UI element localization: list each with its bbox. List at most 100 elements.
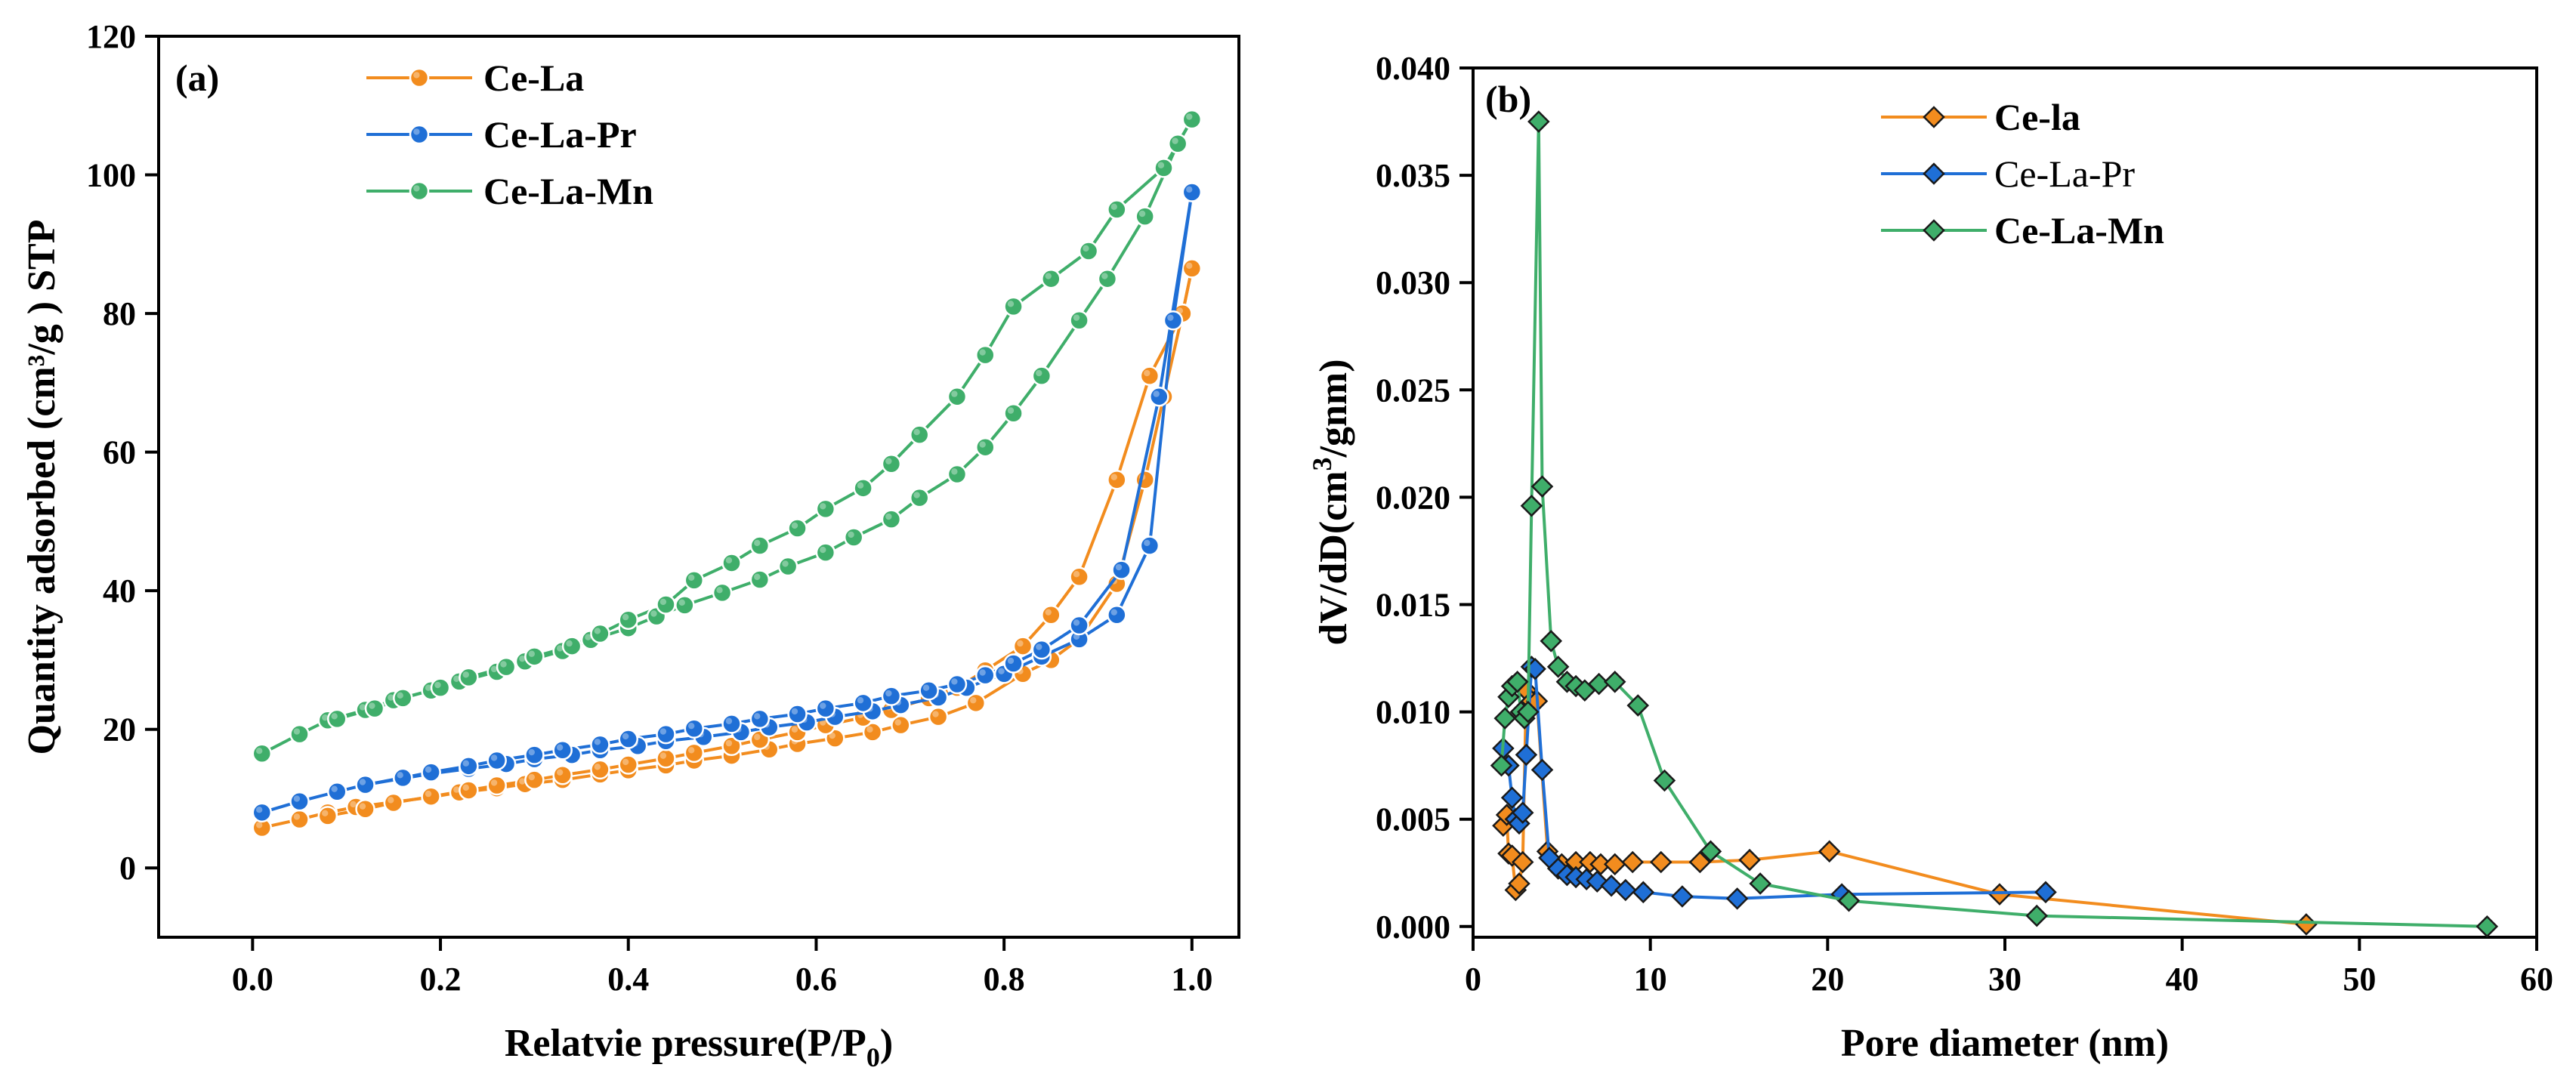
panel-a-data-point-ce-la-mn — [712, 582, 733, 603]
panel-b-y-tick-label: 0.020 — [1376, 479, 1450, 516]
panel-a-legend-marker-ce-la-mn-highlight — [413, 185, 420, 192]
panel-a-data-point-ce-la-pr-highlight — [556, 744, 564, 751]
panel-a-data-point-ce-la-mn — [524, 646, 545, 667]
panel-a-data-point-ce-la-pr-highlight — [885, 690, 892, 697]
panel-a-data-point-ce-la-pr — [327, 782, 347, 802]
panel-a-data-point-ce-la-mn-highlight — [725, 557, 733, 564]
panel-a-data-point-ce-la-mn — [561, 636, 582, 656]
panel-a-data-point-ce-la-pr — [749, 708, 771, 730]
panel-a-data-point-ce-la-pr-highlight — [791, 708, 798, 715]
panel-a-x-axis-title-subscript: 0 — [866, 1042, 880, 1072]
panel-a-x-tick-label: 0.0 — [232, 961, 273, 998]
panel-a-data-point-ce-la-mn-highlight — [1045, 273, 1052, 279]
panel-a-data-point-ce-la-mn — [1097, 268, 1118, 289]
panel-b-data-point-ce-la-pr — [1530, 758, 1554, 782]
panel-a-data-point-ce-la-mn-highlight — [462, 671, 469, 678]
panel-a-data-point-ce-la-mn-highlight — [585, 634, 591, 640]
panel-a-data-point-ce-la-highlight — [388, 797, 394, 804]
panel-a-data-point-ce-la-mn — [947, 464, 968, 485]
panel-a-data-point-ce-la-highlight — [622, 758, 629, 766]
panel-a-data-point-ce-la — [656, 748, 676, 769]
panel-a-x-axis-title-end: ) — [880, 1022, 893, 1065]
panel-a-data-point-ce-la-highlight — [894, 719, 901, 726]
panel-a-data-point-ce-la-mn-highlight — [1172, 137, 1178, 144]
panel-a-data-point-ce-la-mn — [721, 553, 742, 573]
panel-b-label: (b) — [1485, 78, 1531, 120]
panel-a-data-point-ce-la-pr — [684, 718, 705, 739]
panel-b-data-point-ce-la-mn — [1546, 656, 1570, 678]
panel-a-data-point-ce-la-pr — [459, 756, 479, 776]
panel-a-data-point-ce-la-highlight — [528, 773, 535, 781]
panel-a-data-point-ce-la — [618, 754, 638, 775]
panel-a-data-point-ce-la-highlight — [866, 726, 873, 733]
panel-a-data-point-ce-la-pr-highlight — [754, 713, 761, 720]
panel-a-data-point-ce-la-pr-highlight — [1144, 539, 1151, 547]
panel-a-data-point-ce-la-pr — [1003, 653, 1024, 674]
panel-b-data-point-ce-la-pr — [1500, 786, 1524, 810]
panel-a-data-point-ce-la — [1181, 258, 1203, 279]
panel-b-data-point-ce-la-pr — [1614, 878, 1637, 902]
panel-b-ticks: 0 10 20 30 40 50 60 0.000 0.005 0.010 0.015 0.020 0.… — [1376, 50, 2553, 998]
panel-b: 0 10 20 30 40 50 60 0.000 0.005 0.010 0.015 0.020 0.… — [1307, 50, 2553, 1065]
panel-a-data-point-ce-la-mn — [881, 509, 902, 529]
panel-a-data-point-ce-la-mn — [327, 708, 347, 730]
panel-b-y-tick-label: 0.005 — [1376, 801, 1450, 838]
panel-b-y-tick-label: 0.015 — [1376, 586, 1450, 623]
panel-a-data-point-ce-la-mn — [618, 609, 638, 630]
panel-a-y-tick-label: 60 — [103, 434, 136, 471]
panel-a-data-point-ce-la-mn-highlight — [885, 458, 892, 464]
panel-b-data-point-ce-la-mn — [1520, 494, 1543, 517]
panel-a-x-tick-label: 0.4 — [607, 961, 649, 998]
panel-b-legend-label-ce-la: Ce-la — [1994, 96, 2080, 138]
panel-a-data-point-ce-la-pr-highlight — [1007, 657, 1015, 665]
panel-b-data-point-ce-la-mn — [1530, 475, 1554, 498]
panel-a-y-axis-title: Quantity adsorbed (cm³/g ) STP — [20, 220, 63, 755]
panel-a-data-point-ce-la — [355, 798, 375, 819]
panel-a-data-point-ce-la-pr — [421, 762, 441, 782]
panel-a-data-point-ce-la-mn-highlight — [754, 573, 761, 581]
panel-a-data-point-ce-la-highlight — [453, 786, 460, 793]
panel-b-data-point-ce-la-pr — [1725, 887, 1749, 910]
panel-a-x-axis-title-main: Relatvie pressure(P/P — [505, 1022, 866, 1065]
panel-b-data-point-ce-la — [1988, 883, 2011, 906]
panel-b-data-point-ce-la-mn — [1653, 769, 1676, 792]
panel-a-data-point-ce-la-pr — [721, 714, 742, 734]
panel-a-data-point-ce-la-pr-highlight — [490, 754, 498, 761]
panel-a-data-point-ce-la-pr-highlight — [857, 697, 864, 704]
panel-a-data-point-ce-la-mn-highlight — [425, 684, 432, 691]
panel-b-legend-label-ce-la-pr: Ce-La-Pr — [1994, 153, 2135, 195]
panel-b-data-point-ce-la — [1508, 872, 1530, 895]
panel-a-data-point-ce-la-mn — [909, 487, 930, 508]
panel-a-data-point-ce-la-mn — [909, 424, 930, 445]
panel-a-legend-marker-ce-la-highlight — [413, 72, 420, 79]
panel-a-data-point-ce-la — [524, 770, 545, 790]
panel-b-y-tick-label: 0.025 — [1376, 372, 1450, 409]
panel-b-series-ce-la — [1492, 679, 2318, 936]
panel-a-data-point-ce-la-mn — [947, 386, 968, 407]
panel-a-data-point-ce-la-highlight — [791, 726, 798, 733]
panel-a-data-point-ce-la-pr-highlight — [951, 678, 958, 685]
panel-a-data-point-ce-la-highlight — [556, 769, 564, 776]
panel-a-data-point-ce-la-mn — [975, 437, 996, 458]
panel-b-x-tick-label: 50 — [2343, 961, 2376, 998]
panel-a-data-point-ce-la-highlight — [754, 733, 761, 741]
panel-a-data-point-ce-la — [1012, 636, 1033, 656]
panel-b-y-tick-label: 0.000 — [1376, 909, 1450, 946]
panel-b-data-point-ce-la-mn — [1527, 110, 1550, 133]
panel-a-legend-label-ce-la: Ce-La — [483, 57, 584, 99]
panel-a-data-point-ce-la-pr — [252, 802, 273, 823]
panel-a-data-point-ce-la-pr — [853, 693, 873, 714]
panel-b-data-point-ce-la — [1511, 850, 1534, 874]
panel-b-x-tick-label: 20 — [1811, 961, 1844, 998]
panel-b-y-axis-title-superscript: 3 — [1307, 457, 1337, 471]
panel-a-data-point-ce-la-pr — [1031, 639, 1052, 660]
panel-a-data-point-ce-la — [486, 775, 507, 796]
panel-b-frame — [1472, 66, 2538, 939]
panel-a-data-point-ce-la-mn-highlight — [659, 598, 667, 606]
panel-a-data-point-ce-la-highlight — [350, 801, 357, 808]
panel-b-y-tick-label: 0.035 — [1376, 157, 1450, 194]
panel-a-x-axis-title: Relatvie pressure(P/P0) — [505, 1022, 893, 1072]
panel-a-x-tick-label: 0.8 — [984, 961, 1025, 998]
panel-a-data-point-ce-la — [552, 765, 573, 785]
